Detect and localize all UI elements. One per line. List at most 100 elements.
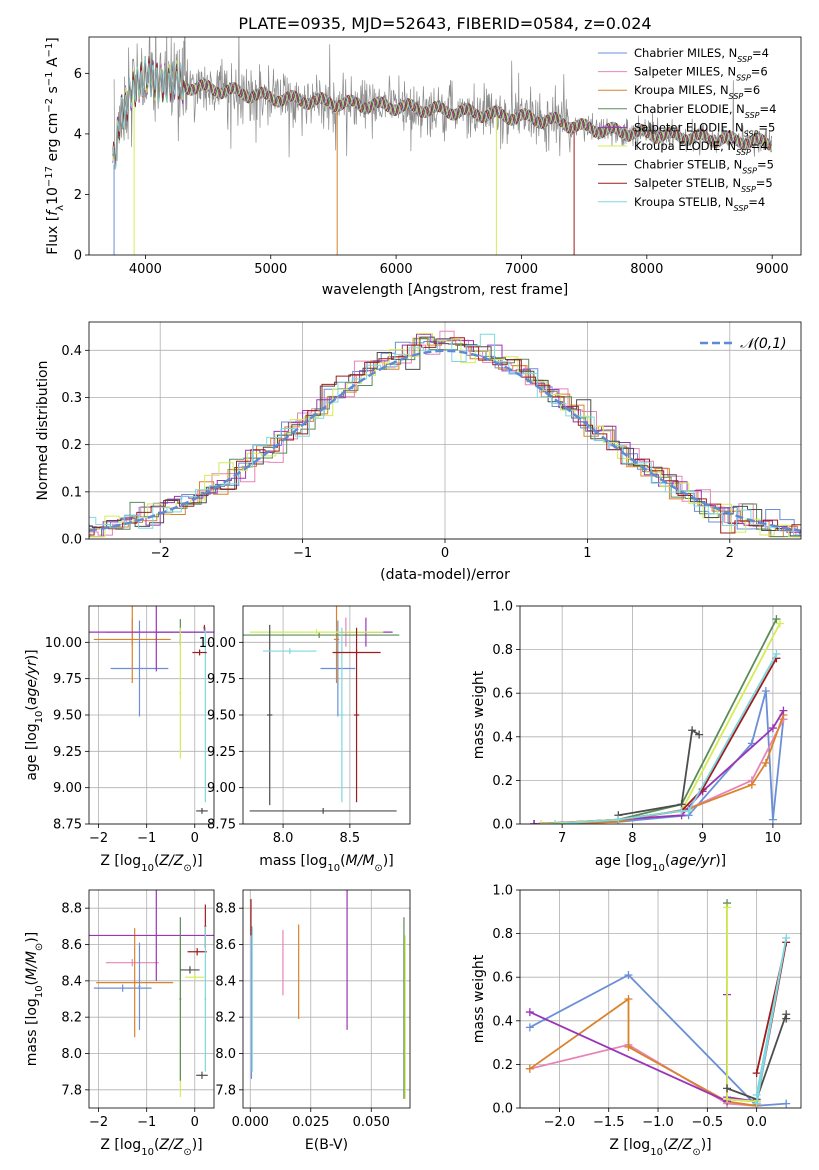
residuals-ylabel: Normed distribution — [35, 361, 51, 501]
weight_vs_Z-series — [525, 899, 791, 1108]
legend-entry: Kroupa ELODIE, NSSP=4 — [634, 139, 768, 157]
weight_vs_Z-xlabel: Z [log10(Z/Z⊙)] — [609, 1137, 711, 1158]
label-part: ⊙ — [183, 1147, 191, 1158]
label-part: ⊙ — [374, 863, 382, 874]
x-tick-label: −2 — [89, 1115, 108, 1130]
label-part: )] — [701, 1137, 712, 1153]
y-tick-label: 0.8 — [492, 927, 513, 942]
weight-line — [555, 653, 778, 824]
label-part: 10 — [652, 863, 665, 874]
weight-line — [726, 903, 757, 1103]
x-tick-label: −2 — [151, 546, 170, 561]
x-tick-label: −0.5 — [692, 1115, 724, 1130]
x-tick-label: 7 — [558, 831, 566, 846]
label-part: f — [45, 209, 61, 216]
legend-count: =4 — [752, 46, 769, 60]
model-spectrum — [112, 57, 773, 170]
y-tick-label: 8.0 — [61, 1047, 82, 1062]
mass_vs_ebv-axes: 0.000 0.025 0.050 7.8 8.0 8.2 8.4 8.6 8.8 — [215, 889, 411, 1130]
histogram-kroupa-miles — [89, 337, 801, 538]
x-tick-label: 9000 — [756, 262, 789, 277]
label-part: erg cm — [45, 113, 61, 166]
x-tick-label: −1 — [137, 1115, 156, 1130]
y-tick-label: 8.6 — [61, 938, 82, 953]
label-part: ] — [45, 37, 61, 42]
legend-entry: Kroupa MILES, NSSP=6 — [634, 83, 760, 101]
x-tick-label: 0.000 — [232, 1115, 269, 1130]
legend-count: =5 — [758, 120, 775, 134]
weight-marker — [782, 1014, 791, 1023]
legend-name: Salpeter MILES, N — [634, 65, 736, 79]
y-tick-label: 0.2 — [61, 438, 82, 453]
weight-marker — [677, 806, 686, 815]
age_vs_Z-points — [89, 606, 214, 814]
mass_vs_Z-ylabel: mass [log10(M/M⊙)] — [24, 932, 45, 1066]
x-tick-label: 5000 — [254, 262, 287, 277]
weight-marker — [624, 971, 633, 980]
weight-marker — [775, 619, 784, 628]
y-tick-label: 8.4 — [215, 974, 236, 989]
histogram-salpeter-elodie — [89, 333, 801, 538]
legend-name: Kroupa MILES, N — [634, 83, 729, 97]
label-part: ⊙ — [692, 1147, 700, 1158]
label-part: λ — [55, 205, 66, 211]
legend-sub: SSP — [742, 166, 757, 175]
label-part: −17 — [44, 166, 55, 187]
x-tick-label: −1 — [293, 546, 312, 561]
label-part: mass [log — [24, 998, 40, 1066]
y-tick-label: 6 — [74, 67, 82, 82]
y-tick-label: 9.00 — [207, 781, 236, 796]
label-part: −1 — [44, 71, 55, 86]
mass_vs_Z-xlabel: Z [log10(Z/Z⊙)] — [100, 1137, 202, 1158]
legend-sub: SSP — [729, 92, 744, 101]
y-tick-label: 8.8 — [215, 902, 236, 917]
y-tick-label: 8.2 — [215, 1011, 236, 1026]
age_vs_mass-axes: 8.0 8.5 8.75 9.00 9.25 9.50 9.75 10.00 mass [log… — [199, 605, 411, 874]
label-part: mass [log — [259, 853, 327, 869]
weight-marker — [695, 730, 704, 739]
y-tick-label: 8.6 — [215, 938, 236, 953]
axes-frame — [88, 889, 215, 1109]
x-tick-label: 8.5 — [340, 831, 361, 846]
x-tick-label: −1 — [137, 831, 156, 846]
label-part: ( — [665, 853, 670, 869]
label-part: age [log — [595, 853, 652, 869]
y-tick-label: 0.2 — [492, 774, 513, 789]
weight-marker — [772, 615, 781, 624]
histogram-chabrier-elodie — [89, 338, 801, 538]
legend-sub: SSP — [737, 55, 752, 64]
age_vs_Z-ylabel: age [log10(age/yr)] — [24, 649, 45, 780]
weight-line — [529, 973, 787, 1107]
label-part: 10 — [34, 985, 45, 998]
weight-marker — [624, 1042, 633, 1051]
label-part: M/M — [24, 951, 40, 980]
x-tick-label: 4000 — [129, 262, 162, 277]
histogram-salpeter-miles — [89, 330, 801, 538]
label-part: )] — [24, 649, 40, 660]
legend-name: Chabrier ELODIE, N — [634, 102, 745, 116]
label-part: 10 — [141, 863, 154, 874]
weight-marker — [624, 995, 633, 1003]
y-tick-label: 0.0 — [492, 1102, 513, 1117]
label-part: age/yr — [670, 853, 716, 869]
label-part: ( — [154, 1137, 159, 1153]
y-tick-label: 8.8 — [61, 902, 82, 917]
x-tick-label: 0 — [191, 1115, 199, 1130]
legend-count: =5 — [756, 176, 773, 190]
weight-line — [618, 728, 700, 817]
x-tick-label: 8.0 — [273, 831, 294, 846]
y-tick-label: 0.4 — [492, 730, 513, 745]
y-tick-label: 0.3 — [61, 391, 82, 406]
legend-entry: Salpeter ELODIE, NSSP=5 — [634, 120, 775, 138]
spectrum-axes: 4000 5000 6000 7000 8000 9000 0 2 4 6 Chabrier MIL… — [44, 14, 802, 298]
legend-count: =5 — [757, 158, 774, 172]
legend-name: Kroupa ELODIE, N — [634, 139, 736, 153]
label-part: Z/Z — [158, 1137, 183, 1153]
axes-frame — [88, 321, 802, 540]
label-part: 10 — [650, 1147, 663, 1158]
x-tick-label: 10 — [765, 831, 782, 846]
y-tick-label: 2 — [74, 188, 82, 203]
